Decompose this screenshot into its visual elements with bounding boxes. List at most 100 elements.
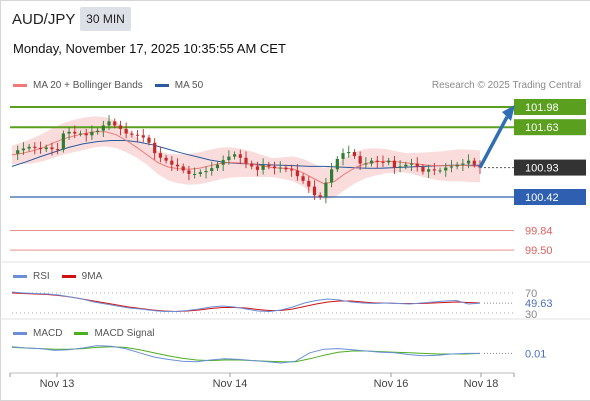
candle-body xyxy=(307,180,311,187)
price-levels: 101.98 101.63 100.93 100.42 99.84 99.50 xyxy=(10,99,586,257)
ma20-legend-label: MA 20 + Bollinger Bands xyxy=(33,80,143,91)
level-label: 100.93 xyxy=(525,163,559,175)
candle-body xyxy=(375,160,379,162)
rsi-legend: RSI 9MA xyxy=(13,271,102,282)
macd-value-label: 0.01 xyxy=(525,348,546,360)
candle-body xyxy=(232,154,237,157)
macd-swatch xyxy=(13,332,27,335)
ma50-swatch xyxy=(154,84,169,87)
current-price-label-bg xyxy=(514,159,586,176)
candle-body xyxy=(335,158,339,170)
candle-body xyxy=(67,131,71,134)
candle-body xyxy=(261,164,265,170)
candle-body xyxy=(330,169,334,183)
forecast-arrow-head xyxy=(502,105,515,121)
level-label: 100.42 xyxy=(525,192,559,204)
timeframe-badge[interactable]: 30 MIN xyxy=(80,7,131,31)
candle-body xyxy=(352,152,357,157)
candle-body xyxy=(461,163,465,165)
price-legend: MA 20 + Bollinger Bands MA 50 xyxy=(13,80,203,91)
macd-signal-legend-label: MACD Signal xyxy=(94,328,155,339)
candle-body xyxy=(455,164,459,167)
candle-body xyxy=(421,167,425,172)
level-label: 99.50 xyxy=(525,245,553,257)
x-tick-label: Nov 18 xyxy=(464,378,499,390)
rsi-tick-label: 30 xyxy=(525,309,537,321)
symbol-title: AUD/JPY xyxy=(12,11,76,28)
candle-body xyxy=(44,147,48,150)
research-credit: Research © 2025 Trading Central xyxy=(431,80,581,91)
candle-body xyxy=(432,169,436,171)
candle-body xyxy=(130,133,134,135)
candle-body xyxy=(387,160,391,163)
candle-body xyxy=(73,131,77,134)
candle-body xyxy=(215,164,220,169)
candle-body xyxy=(124,128,128,134)
candle-body xyxy=(358,156,362,164)
candle-body xyxy=(164,157,168,161)
candle-body xyxy=(227,156,231,161)
candle-body xyxy=(347,152,351,154)
candle-body xyxy=(427,169,431,172)
candle-body xyxy=(27,146,31,149)
candle-body xyxy=(278,167,282,169)
candle-body xyxy=(16,150,20,154)
level-label: 99.84 xyxy=(525,225,553,237)
candle-body xyxy=(369,160,374,164)
candle-body xyxy=(204,171,208,173)
candle-body xyxy=(221,160,225,165)
candle-body xyxy=(404,164,408,167)
rsi-ma-swatch xyxy=(61,275,76,278)
candle-body xyxy=(341,153,345,159)
candle-body xyxy=(96,130,100,132)
candle-body xyxy=(78,133,83,135)
candle-body xyxy=(90,131,94,136)
candle-body xyxy=(56,149,60,151)
rsi-tick-label: 70 xyxy=(525,288,537,300)
candle-body xyxy=(158,153,162,158)
candle-body xyxy=(255,166,260,170)
timestamp: Monday, November 17, 2025 10:35:55 AM CE… xyxy=(13,41,286,56)
candle-body xyxy=(21,148,26,151)
candle-body xyxy=(284,167,288,170)
rsi-line xyxy=(11,291,481,313)
level-label: 101.63 xyxy=(525,122,559,134)
x-tick-label: Nov 16 xyxy=(374,378,409,390)
candle-body xyxy=(135,134,140,136)
macd-legend-label: MACD xyxy=(33,328,63,339)
candle-body xyxy=(466,160,471,164)
candle-body xyxy=(409,163,414,165)
candle-body xyxy=(267,164,271,167)
candle-body xyxy=(438,170,442,172)
candle-body xyxy=(175,164,180,167)
candle-body xyxy=(118,125,123,129)
ma50-legend-label: MA 50 xyxy=(174,80,204,91)
candle-body xyxy=(318,195,322,197)
candle-body xyxy=(472,160,476,165)
candle-body xyxy=(101,125,105,131)
candle-body xyxy=(301,176,305,181)
candle-body xyxy=(170,160,174,165)
forecast-arrow-shaft xyxy=(478,116,509,169)
candle-body xyxy=(147,137,151,143)
rsi-swatch xyxy=(13,275,27,278)
candle-body xyxy=(141,135,145,138)
resistance-label-bg xyxy=(514,119,586,136)
candle-body xyxy=(312,186,317,196)
candle-body xyxy=(324,182,328,197)
candle-body xyxy=(392,160,396,168)
candle-body xyxy=(153,142,157,154)
ma20-swatch xyxy=(13,84,27,87)
rsi-ma-legend-label: 9MA xyxy=(81,271,103,282)
support-label-bg xyxy=(514,189,586,205)
x-tick-label: Nov 14 xyxy=(213,378,248,390)
candle-body xyxy=(238,154,242,158)
candle-body xyxy=(61,133,65,150)
macd-legend: MACD MACD Signal xyxy=(13,328,154,339)
candle-body xyxy=(364,163,368,165)
rsi-value-label: 49.63 xyxy=(525,298,553,310)
macd-line xyxy=(11,345,480,364)
candle-body xyxy=(50,147,54,150)
x-tick-label: Nov 13 xyxy=(40,378,75,390)
